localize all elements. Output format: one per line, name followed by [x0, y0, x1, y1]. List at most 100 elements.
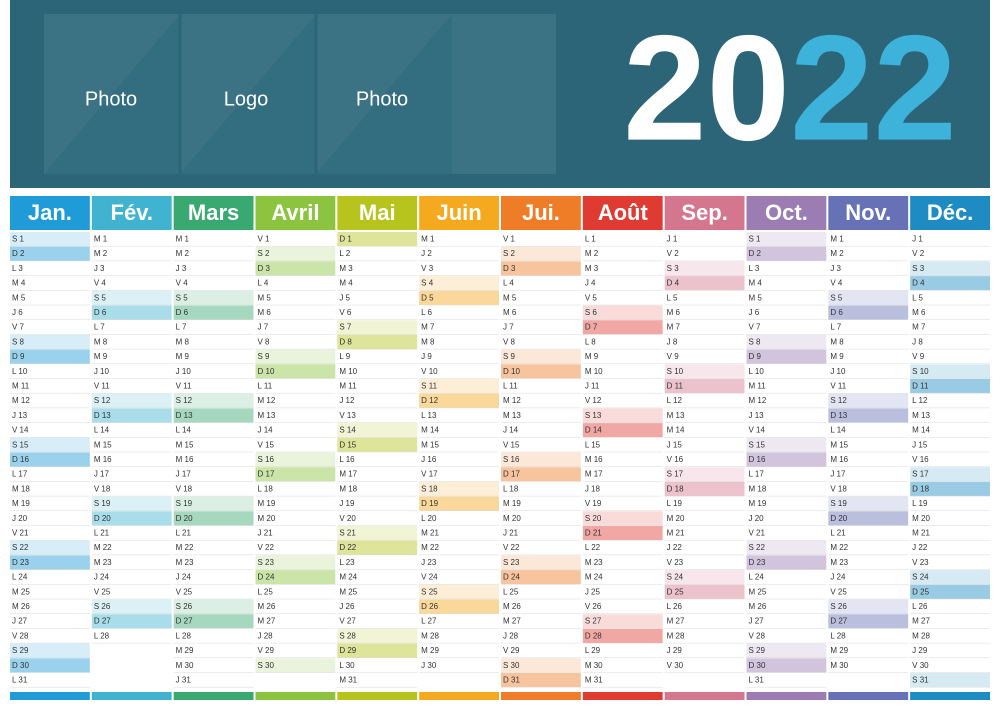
day-row	[91, 599, 172, 614]
day-row	[910, 481, 990, 497]
day-label: S 12	[176, 396, 193, 405]
day-label: D 28	[585, 631, 602, 640]
day-label: M 23	[830, 558, 848, 567]
day-label: L 6	[421, 308, 432, 317]
day-label: S 15	[749, 440, 766, 449]
day-label: M 6	[912, 308, 926, 317]
day-row	[337, 540, 418, 555]
day-label: S 19	[94, 499, 111, 508]
day-label: S 10	[667, 367, 684, 376]
day-label: D 25	[667, 587, 684, 596]
day-label: M 26	[503, 602, 521, 611]
day-label: M 5	[749, 293, 763, 302]
day-label: D 29	[339, 646, 356, 655]
day-label: M 23	[176, 558, 194, 567]
day-row	[10, 643, 90, 658]
day-label: S 2	[258, 249, 271, 258]
day-label: M 31	[339, 675, 357, 684]
day-label: L 24	[12, 573, 28, 582]
day-label: J 8	[667, 337, 678, 346]
day-label: M 22	[421, 543, 439, 552]
day-label: V 25	[94, 587, 111, 596]
day-label: S 10	[912, 367, 929, 376]
day-label: M 29	[176, 646, 194, 655]
day-label: J 17	[176, 470, 192, 479]
day-label: J 23	[421, 558, 437, 567]
day-row	[10, 452, 90, 467]
day-row	[664, 276, 745, 291]
day-label: V 1	[258, 234, 271, 243]
day-label: M 9	[94, 352, 108, 361]
month-header	[419, 196, 499, 230]
day-label: D 8	[339, 337, 352, 346]
day-label: J 12	[339, 396, 355, 405]
day-label: V 25	[830, 587, 847, 596]
day-label: L 11	[503, 381, 518, 390]
day-label: J 4	[585, 279, 596, 288]
day-label: L 8	[585, 337, 596, 346]
day-label: J 22	[912, 543, 928, 552]
day-label: M 1	[176, 234, 190, 243]
day-row	[664, 364, 745, 379]
day-label: J 14	[503, 426, 519, 435]
day-label: D 20	[830, 514, 847, 523]
day-label: V 23	[667, 558, 684, 567]
month-footer	[582, 692, 663, 700]
day-label: S 12	[94, 396, 111, 405]
month-name: Juin	[436, 200, 481, 225]
panel-shade	[44, 14, 180, 174]
day-label: V 3	[421, 264, 434, 273]
day-label: S 13	[585, 411, 602, 420]
month-name: Jan.	[28, 200, 72, 225]
day-label: S 31	[912, 675, 929, 684]
day-label: V 23	[912, 558, 929, 567]
month-header	[91, 196, 172, 230]
month-footer	[501, 692, 581, 700]
day-label: M 10	[339, 367, 357, 376]
day-row	[910, 379, 990, 394]
day-label: M 5	[12, 293, 26, 302]
day-label: M 30	[830, 661, 848, 670]
day-label: L 2	[339, 249, 350, 258]
day-label: M 28	[912, 631, 930, 640]
day-label: V 27	[339, 617, 356, 626]
day-label: S 3	[912, 264, 925, 273]
day-label: J 29	[667, 646, 683, 655]
month-name: Jui.	[522, 200, 560, 225]
day-label: D 27	[830, 617, 847, 626]
day-label: V 25	[176, 587, 193, 596]
day-label: V 4	[94, 279, 107, 288]
month-footer	[10, 692, 90, 700]
day-label: V 9	[667, 352, 680, 361]
day-label: J 19	[339, 499, 355, 508]
day-label: M 1	[830, 234, 844, 243]
day-label: V 28	[749, 631, 766, 640]
day-label: J 10	[830, 367, 846, 376]
day-label: M 11	[339, 381, 357, 390]
day-label: S 20	[585, 514, 602, 523]
month-footer	[91, 692, 172, 700]
day-label: D 24	[503, 573, 520, 582]
day-label: M 15	[830, 440, 848, 449]
day-label: J 11	[585, 381, 600, 390]
day-label: S 7	[339, 323, 352, 332]
day-row	[746, 437, 827, 452]
day-label: V 9	[912, 352, 925, 361]
day-label: V 11	[176, 381, 192, 390]
day-label: S 17	[912, 470, 929, 479]
day-label: M 13	[667, 411, 685, 420]
day-label: M 26	[12, 602, 30, 611]
day-label: D 22	[339, 543, 356, 552]
day-label: V 19	[585, 499, 602, 508]
day-row	[828, 614, 909, 629]
day-label: M 21	[421, 528, 439, 537]
day-row	[828, 290, 909, 305]
day-label: M 6	[258, 308, 272, 317]
day-row	[746, 334, 827, 350]
day-row	[10, 246, 90, 261]
month-header	[664, 196, 745, 230]
day-label: V 10	[421, 367, 438, 376]
month-footer	[746, 692, 827, 700]
day-label: J 17	[94, 470, 110, 479]
day-label: M 1	[421, 234, 435, 243]
